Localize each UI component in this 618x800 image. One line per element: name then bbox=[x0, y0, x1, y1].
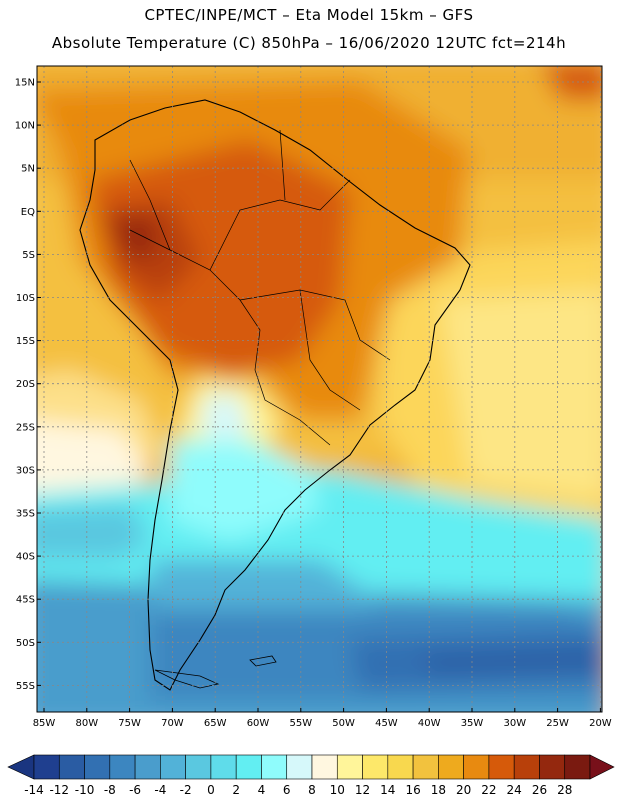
colorbar-swatch bbox=[463, 754, 490, 780]
colorbar-label: 28 bbox=[557, 783, 572, 797]
lat-label: 50S bbox=[16, 638, 35, 649]
colorbar-label: 14 bbox=[380, 783, 395, 797]
lat-label: 25S bbox=[16, 422, 35, 433]
lon-label: 60W bbox=[247, 718, 270, 729]
lat-label: 15N bbox=[15, 78, 35, 89]
colorbar-swatch bbox=[438, 754, 464, 780]
colorbar-swatch bbox=[539, 754, 566, 780]
colorbar-swatch bbox=[235, 754, 262, 780]
colorbar-swatch bbox=[84, 754, 111, 780]
colorbar-swatch bbox=[362, 754, 389, 780]
map-title-line-2: Absolute Temperature (C) 850hPa – 16/06/… bbox=[51, 34, 567, 52]
country-borders bbox=[129, 129, 391, 446]
lat-label: 10S bbox=[16, 293, 35, 304]
colorbar-label: 12 bbox=[355, 783, 370, 797]
lat-lon-grid bbox=[37, 66, 602, 712]
lon-label: 25W bbox=[546, 718, 569, 729]
lon-label: 65W bbox=[204, 718, 227, 729]
colorbar bbox=[7, 754, 615, 780]
lon-label: 55W bbox=[289, 718, 312, 729]
lat-label: EQ bbox=[21, 207, 35, 218]
colorbar-label: 24 bbox=[507, 783, 522, 797]
colorbar-labels: -14 -12 -10 -8 -6 -4 -2 0 2 4 6 8 10 12 14 16 18 20 22 24 26… bbox=[24, 783, 572, 797]
colorbar-label: -4 bbox=[154, 783, 166, 797]
colorbar-label: 4 bbox=[258, 783, 266, 797]
colorbar-over-arrow bbox=[589, 754, 615, 780]
coastline bbox=[79, 99, 471, 691]
lat-label: 45S bbox=[16, 595, 35, 606]
lat-label: 35S bbox=[16, 509, 35, 520]
colorbar-label: -12 bbox=[49, 783, 69, 797]
colorbar-label: -6 bbox=[129, 783, 141, 797]
colorbar-label: 22 bbox=[481, 783, 496, 797]
colorbar-label: 10 bbox=[330, 783, 345, 797]
colorbar-label: 2 bbox=[232, 783, 240, 797]
colorbar-swatch bbox=[134, 754, 161, 780]
lon-label: 75W bbox=[118, 718, 141, 729]
colorbar-swatch bbox=[261, 754, 288, 780]
colorbar-label: -2 bbox=[180, 783, 192, 797]
lat-label: 30S bbox=[16, 465, 35, 476]
colorbar-swatch bbox=[412, 754, 439, 780]
lon-label: 70W bbox=[161, 718, 184, 729]
colorbar-swatch bbox=[109, 754, 136, 780]
colorbar-swatch bbox=[33, 754, 60, 780]
colorbar-label: 8 bbox=[308, 783, 316, 797]
colorbar-label: 6 bbox=[283, 783, 291, 797]
colorbar-label: 20 bbox=[456, 783, 471, 797]
lat-label: 5N bbox=[21, 164, 35, 175]
temperature-field bbox=[37, 66, 602, 712]
islands bbox=[154, 655, 277, 689]
colorbar-swatch bbox=[210, 754, 237, 780]
colorbar-label: 26 bbox=[532, 783, 547, 797]
lat-label: 40S bbox=[16, 552, 35, 563]
colorbar-label: -10 bbox=[75, 783, 95, 797]
colorbar-swatch bbox=[185, 754, 212, 780]
colorbar-label: 18 bbox=[431, 783, 446, 797]
lon-label: 45W bbox=[375, 718, 398, 729]
colorbar-label: 0 bbox=[207, 783, 215, 797]
lon-label: 30W bbox=[503, 718, 526, 729]
lon-label: 80W bbox=[75, 718, 98, 729]
colorbar-swatch bbox=[311, 754, 338, 780]
map-title-line-1: CPTEC/INPE/MCT – Eta Model 15km – GFS bbox=[144, 6, 474, 24]
lon-label: 20W bbox=[589, 718, 612, 729]
colorbar-swatch bbox=[488, 754, 515, 780]
lon-label: 40W bbox=[418, 718, 441, 729]
colorbar-swatch bbox=[286, 754, 313, 780]
lat-label: 10N bbox=[15, 121, 35, 132]
lon-label: 50W bbox=[332, 718, 355, 729]
lat-label: 5S bbox=[22, 250, 35, 261]
colorbar-label: -14 bbox=[24, 783, 44, 797]
map-frame bbox=[36, 65, 603, 713]
lon-label: 85W bbox=[33, 718, 56, 729]
lat-label: 15S bbox=[16, 336, 35, 347]
colorbar-swatch bbox=[513, 754, 540, 780]
colorbar-label: -8 bbox=[104, 783, 116, 797]
colorbar-swatch bbox=[336, 754, 363, 780]
colorbar-under-arrow bbox=[7, 754, 35, 780]
colorbar-swatch bbox=[564, 754, 591, 780]
colorbar-swatch bbox=[58, 754, 85, 780]
colorbar-label: 16 bbox=[405, 783, 420, 797]
latitude-labels: 15N 10N 5N EQ 5S 10S 15S 20S 25S 30S 35S 40S 45S 50S 5… bbox=[15, 78, 41, 692]
lon-label: 35W bbox=[461, 718, 484, 729]
colorbar-swatch bbox=[160, 754, 186, 780]
longitude-labels: 85W 80W 75W 70W 65W 60W 55W 50W 45W 40W 35W 30W 25W 2… bbox=[33, 708, 612, 729]
colorbar-swatch bbox=[387, 754, 414, 780]
lat-label: 20S bbox=[16, 379, 35, 390]
lat-label: 55S bbox=[16, 681, 35, 692]
